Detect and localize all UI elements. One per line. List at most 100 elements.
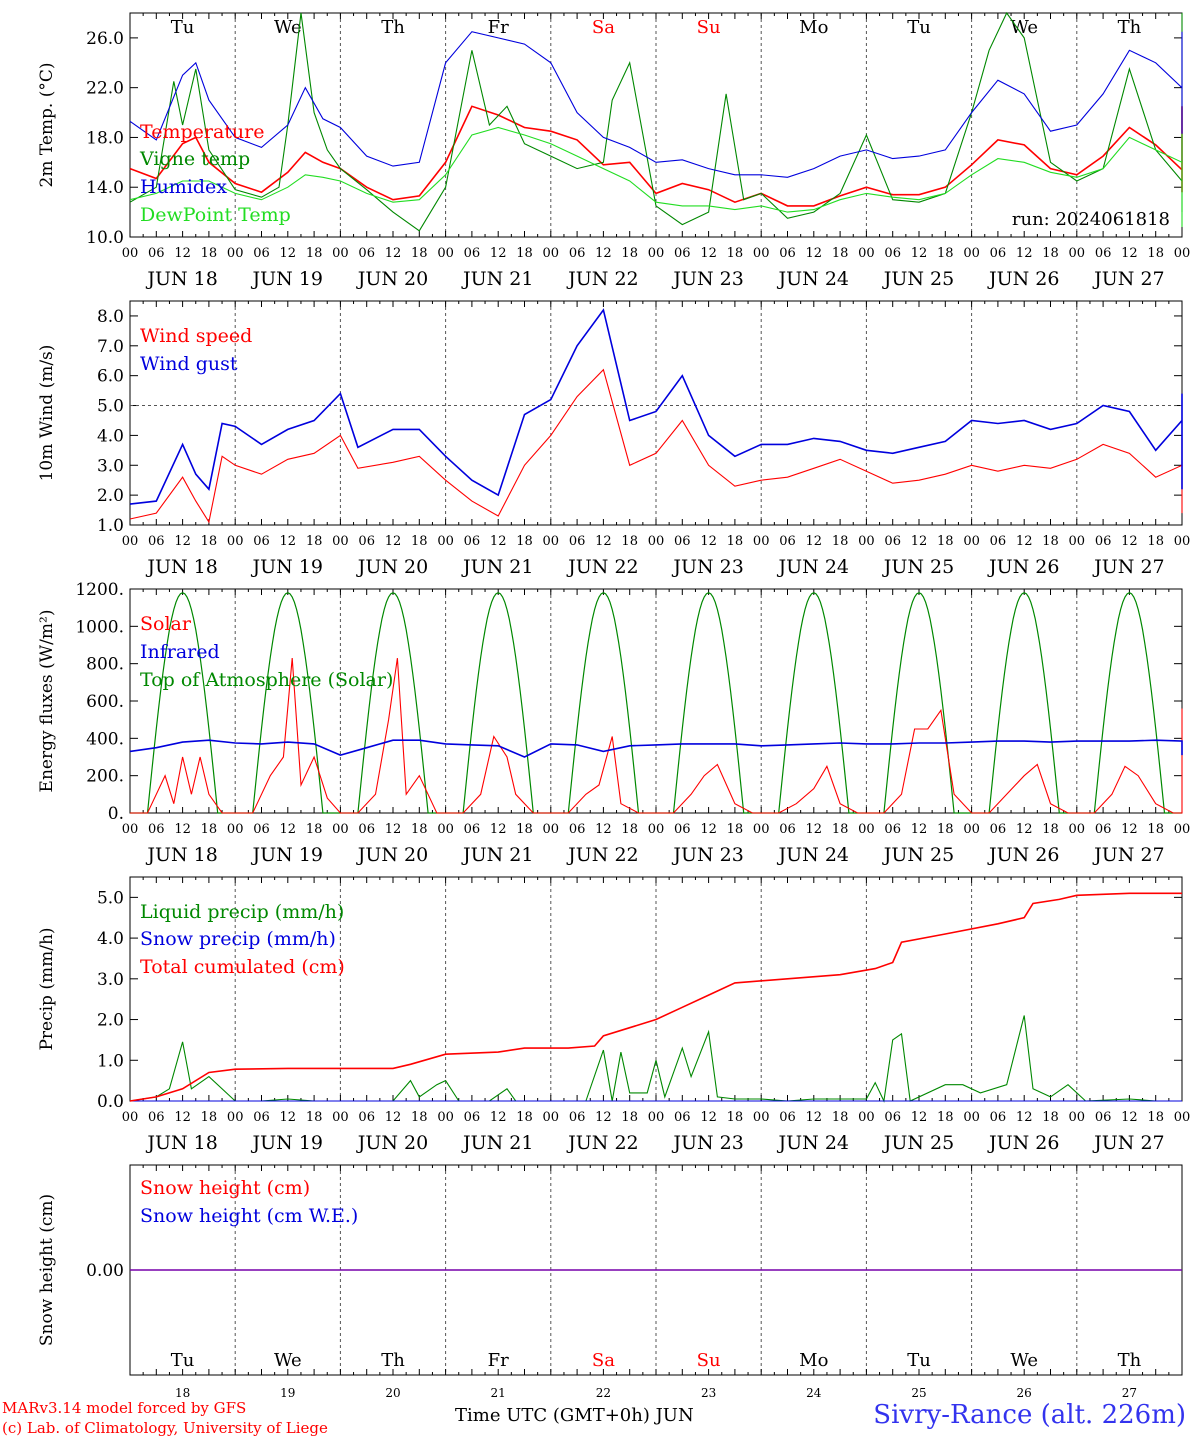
hour-tick-label: 00 [1069, 246, 1086, 261]
hour-tick-label: 00 [122, 246, 139, 261]
y-tick-label: 600. [86, 692, 124, 712]
hour-tick-label: 12 [1121, 822, 1138, 837]
day-name: Fr [488, 1350, 509, 1371]
hour-tick-label: 06 [464, 534, 481, 549]
hour-tick-label: 18 [411, 534, 428, 549]
hour-tick-label: 00 [437, 246, 454, 261]
hour-tick-label: 12 [595, 534, 612, 549]
hour-tick-label: 18 [1147, 246, 1164, 261]
hour-tick-label: 06 [779, 822, 796, 837]
hour-tick-label: 06 [569, 1110, 586, 1125]
hour-tick-label: 00 [858, 246, 875, 261]
hour-tick-label: 00 [1174, 246, 1191, 261]
y-tick-label: 3.0 [97, 970, 124, 990]
y-axis-title: 10m Wind (m/s) [37, 345, 57, 482]
hour-tick-label: 06 [990, 1110, 1007, 1125]
date-label: JUN 23 [671, 1132, 743, 1154]
date-label: JUN 26 [987, 1132, 1059, 1154]
hour-tick-label: 18 [1042, 1110, 1059, 1125]
legend-entry: Wind gust [140, 353, 238, 375]
panel-2: 1.0 2.0 3.0 4.0 5.0 6.0 7.0 8.0 10m Wind (m/s) 00… [37, 300, 1190, 578]
hour-tick-label: 12 [1016, 246, 1033, 261]
hour-tick-label: 06 [253, 822, 270, 837]
hour-tick-label: 06 [148, 246, 165, 261]
day-name: We [1010, 1350, 1038, 1371]
date-label: JUN 25 [882, 268, 954, 290]
hour-tick-label: 18 [727, 246, 744, 261]
y-tick-label: 800. [86, 655, 124, 675]
hour-tick-label: 00 [332, 534, 349, 549]
panel-5: 0.00 Snow height (cm) Tu 18 We 19 Th 20 Fr 21 Sa 22… [37, 1164, 1183, 1400]
series-line [129, 892, 1182, 1102]
hour-tick-label: 06 [1095, 534, 1112, 549]
day-number: 27 [1122, 1386, 1137, 1400]
hour-tick-label: 18 [306, 246, 323, 261]
hour-tick-label: 06 [674, 822, 691, 837]
day-name: Th [1118, 1350, 1142, 1371]
hour-tick-label: 18 [306, 822, 323, 837]
panel-3: 0. 200. 400. 600. 800. 1000. 1200. Energy fluxe… [37, 580, 1190, 866]
hour-tick-label: 18 [1042, 534, 1059, 549]
legend-entry: Liquid precip (mm/h) [140, 901, 344, 923]
hour-tick-label: 18 [1147, 1110, 1164, 1125]
hour-tick-label: 00 [437, 1110, 454, 1125]
hour-tick-label: 18 [201, 1110, 218, 1125]
day-number: 26 [1017, 1386, 1032, 1400]
hour-tick-label: 06 [1095, 246, 1112, 261]
date-label: JUN 25 [882, 1132, 954, 1154]
hour-tick-label: 06 [779, 246, 796, 261]
hour-tick-label: 00 [963, 1110, 980, 1125]
hour-tick-label: 12 [490, 1110, 507, 1125]
station-name: Sivry-Rance (alt. 226m) [873, 1400, 1186, 1430]
date-label: JUN 19 [251, 1132, 323, 1154]
hour-tick-label: 06 [253, 534, 270, 549]
toa-solar-line [656, 592, 762, 814]
hour-tick-label: 12 [806, 534, 823, 549]
panel-4: 0.0 1.0 2.0 3.0 4.0 5.0 Precip (mm/h) 00 06 12 18 J… [37, 876, 1190, 1154]
hour-tick-label: 12 [1016, 534, 1033, 549]
date-label: JUN 19 [251, 268, 323, 290]
series-line [129, 739, 1183, 758]
date-label: JUN 19 [251, 556, 323, 578]
date-label: JUN 26 [987, 268, 1059, 290]
legend-entry: Snow height (cm W.E.) [140, 1205, 358, 1227]
hour-tick-label: 06 [884, 1110, 901, 1125]
hour-tick-label: 12 [174, 534, 191, 549]
date-label: JUN 20 [356, 844, 428, 866]
y-axis-title: Snow height (cm) [37, 1194, 57, 1346]
date-label: JUN 27 [1092, 268, 1164, 290]
hour-tick-label: 12 [385, 1110, 402, 1125]
y-axis-title: 2m Temp. (°C) [37, 62, 57, 187]
series-line [129, 31, 1183, 178]
day-name: Mo [799, 17, 828, 38]
hour-tick-label: 06 [990, 822, 1007, 837]
hour-tick-label: 00 [648, 534, 665, 549]
date-label: JUN 26 [987, 844, 1059, 866]
date-label: JUN 20 [356, 1132, 428, 1154]
hour-tick-label: 00 [543, 1110, 560, 1125]
y-tick-label: 22.0 [86, 79, 124, 99]
hour-tick-label: 00 [122, 822, 139, 837]
day-number: 19 [280, 1386, 295, 1400]
y-tick-label: 200. [86, 767, 124, 787]
hour-tick-label: 18 [937, 822, 954, 837]
y-tick-label: 14.0 [86, 178, 124, 198]
hour-tick-label: 12 [806, 822, 823, 837]
hour-tick-label: 06 [358, 246, 375, 261]
hour-tick-label: 12 [1121, 534, 1138, 549]
date-label: JUN 18 [145, 556, 217, 578]
hour-tick-label: 18 [621, 534, 638, 549]
hour-tick-label: 12 [490, 534, 507, 549]
hour-tick-label: 18 [937, 534, 954, 549]
hour-tick-label: 06 [569, 246, 586, 261]
y-axis-title: Energy fluxes (W/m²) [37, 610, 57, 793]
hour-tick-label: 12 [385, 246, 402, 261]
y-tick-label: 0. [108, 804, 124, 824]
date-label: JUN 20 [356, 268, 428, 290]
plot-frame [129, 300, 1183, 526]
y-tick-label: 1.0 [97, 516, 124, 536]
date-label: JUN 23 [671, 556, 743, 578]
hour-tick-label: 18 [832, 246, 849, 261]
hour-tick-label: 00 [437, 534, 454, 549]
hour-tick-label: 00 [648, 1110, 665, 1125]
